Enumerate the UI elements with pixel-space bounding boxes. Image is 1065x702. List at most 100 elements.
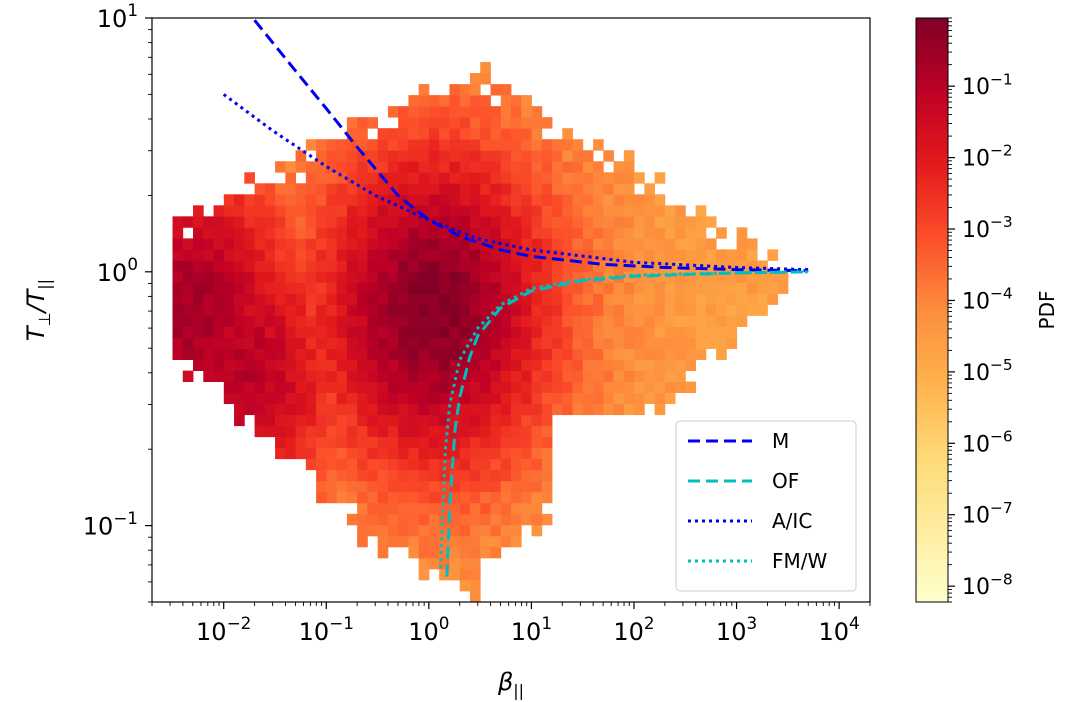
heatmap-cell xyxy=(367,304,379,316)
heatmap-cell xyxy=(500,260,512,272)
heatmap-cell xyxy=(387,491,399,504)
heatmap-cell xyxy=(346,513,358,526)
heatmap-cell xyxy=(377,524,389,537)
heatmap-cell xyxy=(613,359,625,371)
plot-frame xyxy=(151,17,871,603)
heatmap-cell xyxy=(582,359,594,371)
heatmap-cell xyxy=(193,337,204,349)
heatmap-cell xyxy=(500,183,512,195)
heatmap-cell xyxy=(685,282,697,294)
heatmap-cell xyxy=(459,172,471,184)
heatmap-cell xyxy=(439,205,450,217)
heatmap-cell xyxy=(480,436,491,449)
heatmap-cell xyxy=(254,403,266,416)
heatmap-cell xyxy=(490,139,502,151)
heatmap-cell xyxy=(398,238,409,250)
heatmap-cell xyxy=(275,260,286,272)
heatmap-cell xyxy=(562,238,573,250)
heatmap-cell xyxy=(295,447,307,460)
heatmap-cell xyxy=(603,359,614,371)
heatmap-cell xyxy=(511,249,522,261)
heatmap-cell xyxy=(428,326,440,338)
heatmap-cell xyxy=(316,392,327,405)
heatmap-cell xyxy=(480,260,491,272)
heatmap-cell xyxy=(490,535,502,548)
heatmap-cell xyxy=(398,271,409,283)
heatmap-cell xyxy=(593,161,604,173)
heatmap-cell xyxy=(439,95,450,107)
heatmap-cell xyxy=(541,139,553,151)
heatmap-cell xyxy=(541,513,553,526)
heatmap-cell xyxy=(449,491,461,504)
heatmap-cell xyxy=(285,205,296,217)
heatmap-cell xyxy=(326,403,338,416)
heatmap-cell xyxy=(203,315,214,327)
heatmap-cell xyxy=(428,106,440,118)
heatmap-cell xyxy=(459,546,471,559)
heatmap-cell xyxy=(439,128,450,140)
heatmap-cell xyxy=(408,326,420,338)
heatmap-cell xyxy=(193,216,204,228)
heatmap-cell xyxy=(490,447,502,460)
heatmap-cell xyxy=(500,304,512,316)
heatmap-cell xyxy=(336,150,348,162)
heatmap-cell xyxy=(244,337,255,349)
heatmap-cell xyxy=(552,337,563,349)
heatmap-cell xyxy=(275,381,286,394)
heatmap-cell xyxy=(418,524,430,537)
heatmap-cell xyxy=(531,150,543,162)
heatmap-cell xyxy=(726,337,738,349)
heatmap-cell xyxy=(531,502,543,515)
heatmap-cell xyxy=(469,238,481,250)
heatmap-cell xyxy=(305,194,317,206)
heatmap-cell xyxy=(316,282,327,294)
heatmap-cell xyxy=(531,205,543,217)
heatmap-cell xyxy=(644,381,655,394)
heatmap-cell xyxy=(572,293,584,305)
heatmap-cell xyxy=(541,414,553,427)
heatmap-cell xyxy=(387,535,399,548)
heatmap-cell xyxy=(736,260,748,272)
heatmap-cell xyxy=(726,293,738,305)
heatmap-cell xyxy=(305,304,317,316)
heatmap-cell xyxy=(346,139,358,151)
heatmap-cell xyxy=(623,249,635,261)
heatmap-cell xyxy=(428,161,440,173)
heatmap-cell xyxy=(572,348,584,360)
heatmap-cell xyxy=(459,557,471,570)
heatmap-cell xyxy=(295,381,307,394)
heatmap-cell xyxy=(244,304,255,316)
heatmap-cell xyxy=(603,249,614,261)
heatmap-cell xyxy=(398,436,409,449)
heatmap-cell xyxy=(408,238,420,250)
heatmap-cell xyxy=(511,95,522,107)
heatmap-cell xyxy=(398,348,409,360)
heatmap-cell xyxy=(582,249,594,261)
heatmap-cell xyxy=(716,227,727,239)
heatmap-cell xyxy=(736,227,748,239)
heatmap-cell xyxy=(490,304,502,316)
heatmap-cell xyxy=(521,480,532,493)
heatmap-cell xyxy=(582,216,594,228)
heatmap-cell xyxy=(203,271,214,283)
heatmap-cell xyxy=(305,436,317,449)
heatmap-cell xyxy=(244,227,255,239)
heatmap-cell xyxy=(716,326,727,338)
heatmap-cell xyxy=(593,326,604,338)
heatmap-cell xyxy=(295,304,307,316)
heatmap-cell xyxy=(439,425,450,438)
heatmap-cell xyxy=(408,249,420,261)
heatmap-cell xyxy=(469,95,481,107)
heatmap-cell xyxy=(275,447,286,460)
heatmap-cell xyxy=(377,447,389,460)
heatmap-cell xyxy=(275,238,286,250)
heatmap-cell xyxy=(387,381,399,394)
heatmap-cell xyxy=(398,150,409,162)
heatmap-cell xyxy=(408,260,420,272)
heatmap-cell xyxy=(705,337,717,349)
heatmap-cell xyxy=(685,238,697,250)
heatmap-cell xyxy=(511,216,522,228)
heatmap-cell xyxy=(675,293,686,305)
heatmap-cell xyxy=(705,304,717,316)
heatmap-cell xyxy=(295,293,307,305)
